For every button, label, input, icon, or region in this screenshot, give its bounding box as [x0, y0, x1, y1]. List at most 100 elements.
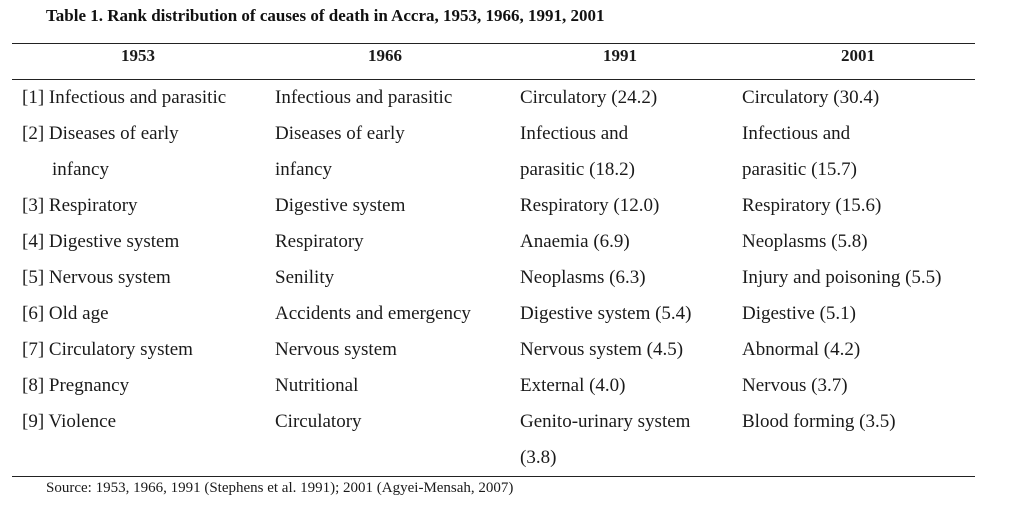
cell-text: Digestive system (5.4) [520, 303, 692, 324]
cell-text: Neoplasms (6.3) [520, 267, 646, 288]
table-cell-1953: [4] Digestive system [22, 224, 272, 260]
cell-text: Blood forming (3.5) [742, 411, 896, 432]
table-cell-1966: Accidents and emergency [275, 296, 515, 332]
cell-text: infancy [275, 159, 332, 180]
table-cell-1953: [2] Diseases of early [22, 116, 272, 152]
cell-text: Digestive system [275, 195, 406, 216]
cell-text: Senility [275, 267, 335, 288]
table-cell-1966: Infectious and parasitic [275, 80, 515, 116]
table-row: [4] Digestive system Respiratory Anaemia (… [0, 224, 1024, 260]
table-title: Table 1. Rank distribution of causes of … [46, 6, 605, 25]
table-cell-1966: Digestive system [275, 188, 515, 224]
table-cell-1991: Nervous system (4.5) [520, 332, 740, 368]
table-cell-1953 [22, 440, 272, 476]
column-header-2001: 2001 [841, 46, 875, 65]
table-cell-2001: parasitic (15.7) [742, 152, 982, 188]
cell-text: Infectious and [742, 123, 851, 144]
cell-text: Circulatory (30.4) [742, 87, 880, 108]
table-cell-1966: infancy [275, 152, 515, 188]
table-cell-1991: Respiratory (12.0) [520, 188, 740, 224]
cell-text: [5] Nervous system [22, 267, 171, 288]
column-header-1991: 1991 [603, 46, 637, 65]
table-cell-1953: [6] Old age [22, 296, 272, 332]
cell-text: (3.8) [520, 447, 557, 468]
table-top-rule [12, 43, 975, 44]
table-row: [1] Infectious and parasitic Infectious a… [0, 80, 1024, 116]
cell-text: [8] Pregnancy [22, 375, 130, 396]
cell-text: External (4.0) [520, 375, 626, 396]
table-cell-1966: Senility [275, 260, 515, 296]
table-cell-1991: Circulatory (24.2) [520, 80, 740, 116]
table-cell-2001: Neoplasms (5.8) [742, 224, 982, 260]
table-cell-1991: External (4.0) [520, 368, 740, 404]
table-cell-1953: [9] Violence [22, 404, 272, 440]
cell-text: parasitic (15.7) [742, 159, 858, 180]
table-cell-2001: Digestive (5.1) [742, 296, 982, 332]
cell-text: [3] Respiratory [22, 195, 138, 216]
cell-text: Nervous system (4.5) [520, 339, 684, 360]
table-cell-1953: [8] Pregnancy [22, 368, 272, 404]
table-source-note: Source: 1953, 1966, 1991 (Stephens et al… [46, 480, 514, 496]
cell-text: Infectious and parasitic [275, 87, 453, 108]
cell-text: Circulatory (24.2) [520, 87, 658, 108]
table-cell-1966: Nervous system [275, 332, 515, 368]
cell-text: [1] Infectious and parasitic [22, 87, 227, 108]
table-cell-1991: Digestive system (5.4) [520, 296, 740, 332]
table-cell-2001: Abnormal (4.2) [742, 332, 982, 368]
cell-text: parasitic (18.2) [520, 159, 636, 180]
table-row: [2] Diseases of early Diseases of early In… [0, 116, 1024, 188]
table-cell-1953: [7] Circulatory system [22, 332, 272, 368]
table-body: [1] Infectious and parasitic Infectious a… [0, 80, 1024, 476]
cell-text: [4] Digestive system [22, 231, 180, 252]
cell-text: [2] Diseases of early [22, 123, 179, 144]
cell-text: Genito-urinary system [520, 411, 691, 432]
cell-text: Abnormal (4.2) [742, 339, 861, 360]
cell-text: [7] Circulatory system [22, 339, 193, 360]
table-row: [5] Nervous system Senility Neoplasms (6.3… [0, 260, 1024, 296]
table-cell-1991: Genito-urinary system [520, 404, 740, 440]
table-cell-2001: Blood forming (3.5) [742, 404, 982, 440]
cell-text: Nervous (3.7) [742, 375, 848, 396]
cell-text: Injury and poisoning (5.5) [742, 267, 942, 288]
table-row: [3] Respiratory Digestive system Respirato… [0, 188, 1024, 224]
cell-text: Accidents and emergency [275, 303, 471, 324]
table-cell-1991: parasitic (18.2) [520, 152, 740, 188]
table-bottom-rule [12, 476, 975, 477]
cell-text: Infectious and [520, 123, 629, 144]
column-header-1966: 1966 [368, 46, 402, 65]
cell-text: Diseases of early [275, 123, 405, 144]
table-cell-2001: Respiratory (15.6) [742, 188, 982, 224]
cell-text: Respiratory (12.0) [520, 195, 660, 216]
table-cell-2001: Circulatory (30.4) [742, 80, 982, 116]
table-cell-1991: (3.8) [520, 440, 740, 476]
cell-text: Respiratory [275, 231, 364, 252]
cell-text: [9] Violence [22, 411, 116, 432]
table-cell-1966: Circulatory [275, 404, 515, 440]
table-cell-1953: [1] Infectious and parasitic [22, 80, 272, 116]
table-cell-1991: Anaemia (6.9) [520, 224, 740, 260]
table-cell-2001: Nervous (3.7) [742, 368, 982, 404]
table-row: [9] Violence Circulatory Genito-urinary sy… [0, 404, 1024, 476]
table-cell-2001: Infectious and [742, 116, 982, 152]
cell-text: infancy [52, 159, 109, 180]
cell-text: Neoplasms (5.8) [742, 231, 868, 252]
table-cell-1991: Neoplasms (6.3) [520, 260, 740, 296]
column-header-1953: 1953 [121, 46, 155, 65]
table-cell-1966: Diseases of early [275, 116, 515, 152]
table-cell-1991: Infectious and [520, 116, 740, 152]
cell-text: Nervous system [275, 339, 397, 360]
table-cell-1966: Respiratory [275, 224, 515, 260]
cell-text: [6] Old age [22, 303, 109, 324]
cell-text: Nutritional [275, 375, 359, 396]
table-cell-2001: Injury and poisoning (5.5) [742, 260, 982, 296]
table-cell-1953: [5] Nervous system [22, 260, 272, 296]
cell-text: Circulatory [275, 411, 362, 432]
table-row: [7] Circulatory system Nervous system Nerv… [0, 332, 1024, 368]
cell-text: Anaemia (6.9) [520, 231, 630, 252]
table-cell-1953: [3] Respiratory [22, 188, 272, 224]
table-row: [8] Pregnancy Nutritional External (4.0) Ne… [0, 368, 1024, 404]
table-cell-1953: infancy [22, 152, 272, 188]
table-row: [6] Old age Accidents and emergency Digest… [0, 296, 1024, 332]
table-cell-1966: Nutritional [275, 368, 515, 404]
table-header-rule [12, 79, 975, 80]
